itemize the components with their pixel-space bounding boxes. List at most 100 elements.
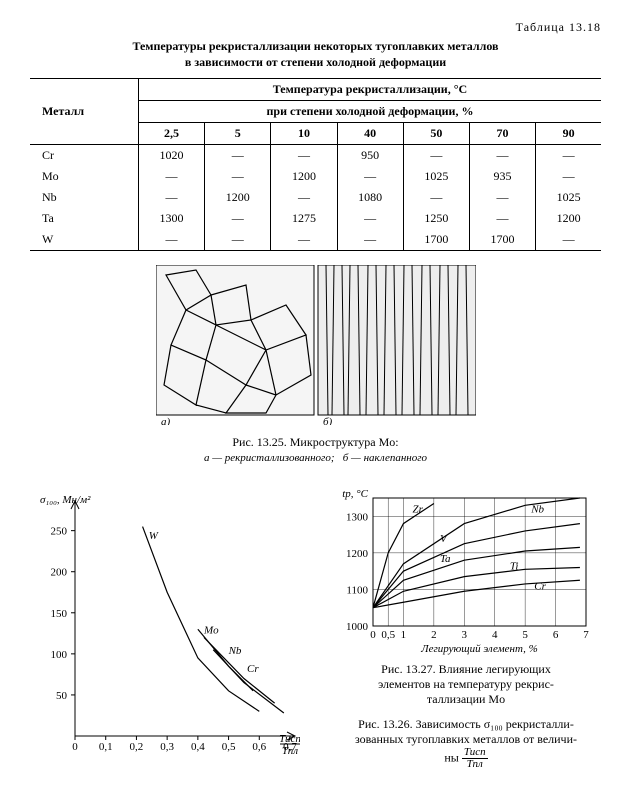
svg-text:0,1: 0,1	[99, 741, 113, 753]
svg-text:Cr: Cr	[247, 663, 259, 675]
cell: —	[536, 229, 601, 251]
fig27-caption: Рис. 13.27. Влияние легирующих элементов…	[331, 662, 601, 707]
svg-text:6: 6	[553, 629, 559, 641]
fig27-l1: Рис. 13.27. Влияние легирующих	[381, 662, 551, 676]
metal-Ta: Ta	[30, 208, 138, 229]
cell: —	[536, 166, 601, 187]
cell: 950	[337, 145, 403, 167]
svg-text:200: 200	[51, 567, 68, 579]
table-title-line1: Температуры рекристаллизации некоторых т…	[132, 39, 498, 53]
def-col-6: 90	[536, 123, 601, 145]
cell: —	[205, 145, 271, 167]
svg-text:0,2: 0,2	[130, 741, 144, 753]
fig27-l3: таллизации Mo	[427, 692, 505, 706]
metal-W: W	[30, 229, 138, 251]
cell: 1700	[469, 229, 535, 251]
cell: 1700	[403, 229, 469, 251]
fig25-sub-a: а — рекристаллизованного;	[204, 452, 335, 464]
svg-text:Nb: Nb	[530, 504, 544, 516]
cell: 1020	[138, 145, 204, 167]
table-row: Nb—1200—1080——1025	[30, 187, 601, 208]
svg-text:0: 0	[370, 629, 376, 641]
cell: 1200	[536, 208, 601, 229]
svg-text:σ₁₀₀, Мн/м²: σ₁₀₀, Мн/м²	[40, 494, 91, 506]
fig25-title: Микроструктура Mo:	[290, 435, 399, 449]
svg-text:Nb: Nb	[228, 645, 242, 657]
svg-text:3: 3	[462, 629, 468, 641]
table-row: W————17001700—	[30, 229, 601, 251]
col-group: Температура рекристаллизации, °C	[138, 79, 601, 101]
svg-text:Cr: Cr	[534, 580, 546, 592]
svg-text:tр, °C: tр, °C	[342, 488, 368, 500]
chart-26: σ₁₀₀, Мн/м²5010015020025000,10,20,30,40,…	[30, 486, 300, 770]
cell: —	[138, 166, 204, 187]
fig26-frac: Тисп Тпл	[462, 747, 488, 770]
cell: —	[138, 187, 204, 208]
svg-text:250: 250	[51, 526, 68, 538]
table-title: Температуры рекристаллизации некоторых т…	[30, 39, 601, 70]
fig26-l2: зованных тугоплавких металлов от величи-	[355, 732, 577, 746]
metal-Cr: Cr	[30, 145, 138, 167]
table-row: Cr1020——950———	[30, 145, 601, 167]
svg-text:2: 2	[431, 629, 437, 641]
table-row: Mo——1200—1025935—	[30, 166, 601, 187]
svg-text:0,5: 0,5	[222, 741, 236, 753]
table-title-line2: в зависимости от степени холодной деформ…	[185, 55, 446, 69]
svg-text:5: 5	[522, 629, 528, 641]
microstructure-figure: а) б)	[156, 265, 476, 425]
def-col-4: 50	[403, 123, 469, 145]
cell: 1200	[205, 187, 271, 208]
svg-text:Легирующий элемент, %: Легирующий элемент, %	[420, 643, 538, 655]
cell: 1300	[138, 208, 204, 229]
svg-text:0,3: 0,3	[160, 741, 174, 753]
svg-text:4: 4	[492, 629, 498, 641]
table-row: Ta1300—1275—1250—1200	[30, 208, 601, 229]
fig25-num: Рис. 13.25.	[232, 435, 286, 449]
panel-b-label: б)	[323, 416, 333, 425]
svg-text:1000: 1000	[346, 621, 369, 633]
cell: 1275	[271, 208, 337, 229]
fig26-l1: Рис. 13.26. Зависимость σ₁₀₀ рекристалли…	[358, 717, 574, 731]
frac-den: Тпл	[462, 759, 488, 770]
svg-text:1: 1	[401, 629, 407, 641]
metal-Mo: Mo	[30, 166, 138, 187]
def-col-3: 40	[337, 123, 403, 145]
cell: 1250	[403, 208, 469, 229]
svg-text:1200: 1200	[346, 548, 369, 560]
cell: —	[271, 145, 337, 167]
svg-text:100: 100	[51, 649, 68, 661]
cell: —	[337, 208, 403, 229]
cell: —	[138, 229, 204, 251]
cell: —	[469, 208, 535, 229]
def-col-1: 5	[205, 123, 271, 145]
col-metal: Металл	[30, 79, 138, 145]
def-col-2: 10	[271, 123, 337, 145]
svg-text:0,5: 0,5	[381, 629, 395, 641]
fig25-caption: Рис. 13.25. Микроструктура Mo: а — рекри…	[30, 435, 601, 466]
cell: —	[403, 145, 469, 167]
def-col-0: 2,5	[138, 123, 204, 145]
panel-a-label: а)	[161, 416, 171, 425]
svg-text:0,4: 0,4	[191, 741, 205, 753]
svg-text:0: 0	[72, 741, 78, 753]
fig26-l3: ны	[444, 750, 458, 764]
chart-27: 100011001200130000,51234567tр, °CЛегирую…	[331, 486, 601, 656]
cell: —	[536, 145, 601, 167]
metal-Nb: Nb	[30, 187, 138, 208]
svg-text:Ti: Ti	[510, 560, 519, 572]
fig25-sub-b: б — наклепанного	[343, 452, 427, 464]
col-sub: при степени холодной деформации, %	[138, 101, 601, 123]
svg-text:Ta: Ta	[440, 553, 451, 565]
svg-text:150: 150	[51, 608, 68, 620]
cell: —	[205, 208, 271, 229]
cell: —	[469, 145, 535, 167]
fig27-l2: элементов на температуру рекрис-	[378, 677, 554, 691]
cell: —	[469, 187, 535, 208]
svg-text:Mo: Mo	[203, 624, 219, 636]
cell: —	[271, 229, 337, 251]
svg-text:Zr: Zr	[413, 504, 424, 516]
svg-text:Тпл: Тпл	[282, 745, 298, 757]
cell: —	[205, 229, 271, 251]
cell: —	[337, 166, 403, 187]
cell: —	[403, 187, 469, 208]
